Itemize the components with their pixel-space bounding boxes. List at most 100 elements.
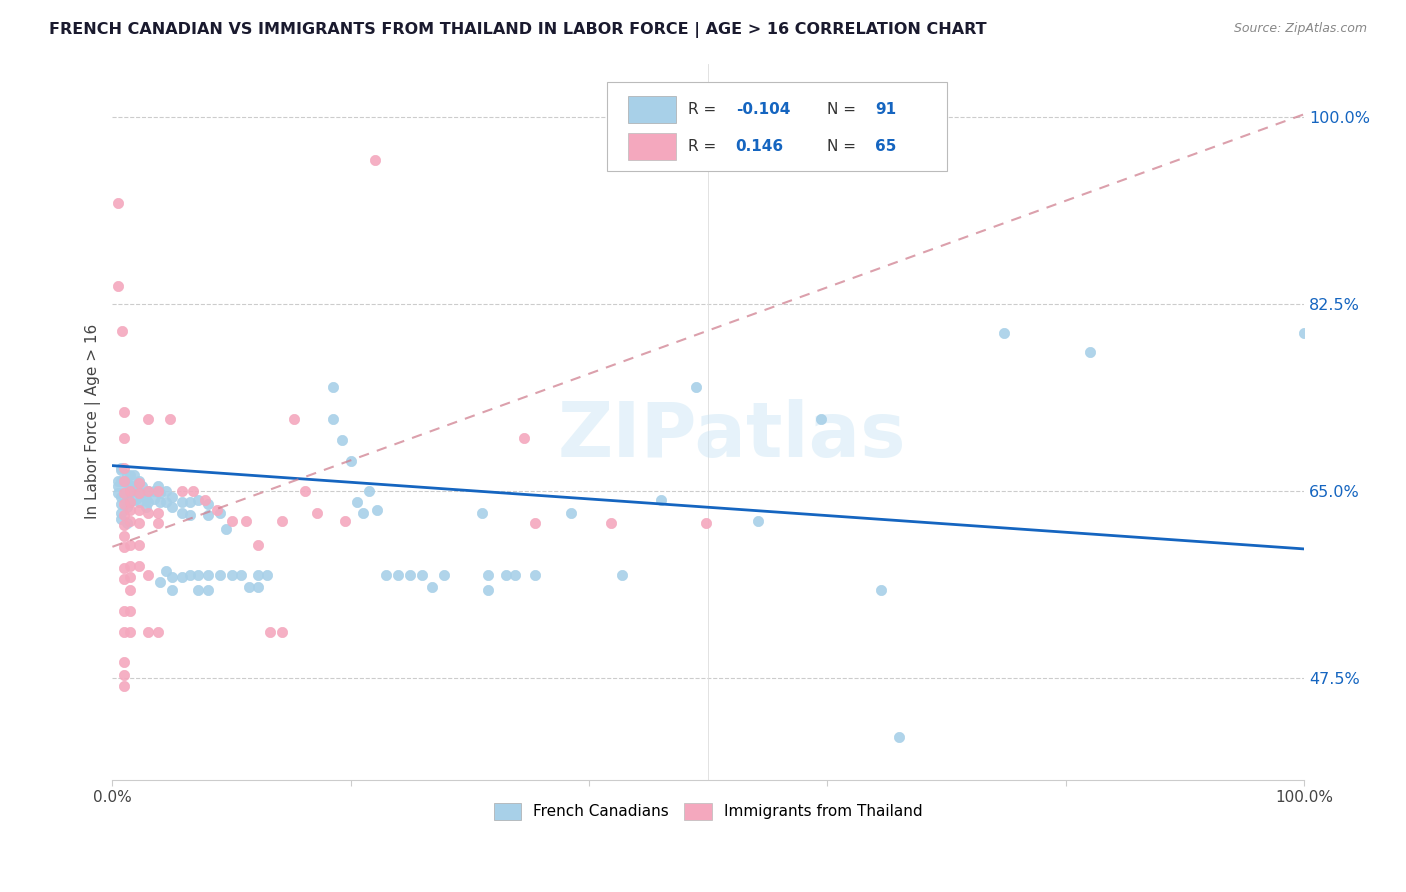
Text: Source: ZipAtlas.com: Source: ZipAtlas.com xyxy=(1233,22,1367,36)
Point xyxy=(112,655,135,669)
Text: N =: N = xyxy=(827,139,862,153)
Point xyxy=(135,491,157,506)
Point xyxy=(259,625,281,640)
Point xyxy=(179,508,201,522)
Point xyxy=(136,495,159,509)
Point xyxy=(363,153,385,168)
Point xyxy=(246,538,269,552)
FancyBboxPatch shape xyxy=(607,82,946,171)
Point xyxy=(352,506,374,520)
Point xyxy=(112,508,135,522)
Point xyxy=(1292,326,1315,341)
Point xyxy=(112,529,135,543)
Point xyxy=(747,514,769,528)
Point xyxy=(197,582,219,597)
Text: 0.146: 0.146 xyxy=(735,139,783,153)
Point xyxy=(128,503,150,517)
Point xyxy=(107,474,129,488)
Point xyxy=(149,574,172,589)
Point xyxy=(128,486,150,500)
Point xyxy=(307,506,329,520)
Point xyxy=(136,625,159,640)
Point xyxy=(112,572,135,586)
Point xyxy=(495,567,517,582)
Point xyxy=(110,497,132,511)
Point xyxy=(155,484,177,499)
Point xyxy=(187,492,209,507)
Point xyxy=(128,538,150,552)
Point xyxy=(115,475,138,490)
FancyBboxPatch shape xyxy=(628,95,676,123)
Point xyxy=(112,486,135,500)
Point xyxy=(170,484,193,499)
Point xyxy=(179,495,201,509)
Point xyxy=(187,582,209,597)
Point xyxy=(112,679,135,693)
Point xyxy=(155,565,177,579)
Point xyxy=(128,474,150,488)
Point xyxy=(1078,345,1101,359)
Point xyxy=(120,503,142,517)
Point xyxy=(112,625,135,640)
Point xyxy=(420,580,443,594)
Y-axis label: In Labor Force | Age > 16: In Labor Force | Age > 16 xyxy=(86,324,101,519)
Point xyxy=(357,484,380,499)
Point xyxy=(235,514,257,528)
Point xyxy=(107,479,129,493)
Point xyxy=(131,479,153,493)
Point xyxy=(112,405,135,419)
Point xyxy=(294,484,316,499)
Point xyxy=(159,411,181,425)
Point xyxy=(112,604,135,618)
Point xyxy=(110,474,132,488)
Point xyxy=(110,512,132,526)
Point xyxy=(160,570,183,584)
Point xyxy=(221,567,243,582)
Point xyxy=(221,514,243,528)
Point xyxy=(112,460,135,475)
Text: FRENCH CANADIAN VS IMMIGRANTS FROM THAILAND IN LABOR FORCE | AGE > 16 CORRELATIO: FRENCH CANADIAN VS IMMIGRANTS FROM THAIL… xyxy=(49,22,987,38)
Point xyxy=(110,490,132,504)
Point xyxy=(170,495,193,509)
Point xyxy=(160,490,183,504)
Text: 65: 65 xyxy=(875,139,897,153)
Point xyxy=(120,514,142,528)
Text: N =: N = xyxy=(827,102,862,117)
Point xyxy=(107,279,129,293)
Point xyxy=(112,431,135,445)
Point xyxy=(112,474,135,488)
Point xyxy=(194,492,217,507)
Point xyxy=(120,495,142,509)
Point xyxy=(695,516,717,531)
Point xyxy=(411,567,433,582)
Point xyxy=(197,497,219,511)
Point xyxy=(155,495,177,509)
Point xyxy=(471,506,494,520)
Point xyxy=(120,486,142,500)
Text: R =: R = xyxy=(688,139,721,153)
Point xyxy=(125,484,148,499)
Point xyxy=(477,582,499,597)
Point xyxy=(339,454,361,468)
Text: -0.104: -0.104 xyxy=(735,102,790,117)
Point xyxy=(120,538,142,552)
Point xyxy=(111,324,134,338)
Point xyxy=(512,431,534,445)
Point xyxy=(332,433,354,447)
Point xyxy=(110,506,132,520)
Point xyxy=(246,580,269,594)
Point xyxy=(112,540,135,554)
Point xyxy=(146,479,169,493)
Point xyxy=(143,491,166,506)
Point xyxy=(115,468,138,483)
Point xyxy=(477,567,499,582)
Point xyxy=(112,668,135,682)
Point xyxy=(136,484,159,499)
Point xyxy=(346,495,368,509)
Legend: French Canadians, Immigrants from Thailand: French Canadians, Immigrants from Thaila… xyxy=(488,797,929,826)
Point xyxy=(433,567,456,582)
Point xyxy=(208,567,231,582)
Point xyxy=(207,503,229,517)
Point xyxy=(122,468,145,483)
Point xyxy=(128,516,150,531)
